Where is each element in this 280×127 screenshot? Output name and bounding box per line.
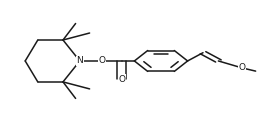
Text: O: O [118, 75, 125, 84]
Text: N: N [76, 57, 83, 65]
Text: O: O [239, 64, 246, 72]
Text: O: O [99, 57, 106, 65]
